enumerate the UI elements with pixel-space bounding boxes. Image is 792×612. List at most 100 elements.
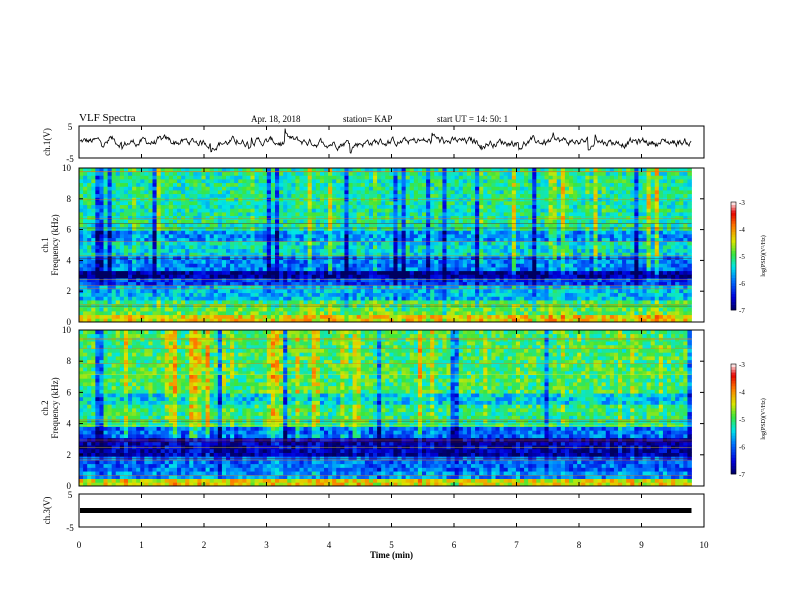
spectrogram-cell [622,219,627,224]
spectrogram-cell [123,223,129,228]
spectrogram-cell [315,212,321,217]
spectrogram-cell [177,248,182,253]
spectrogram-cell [197,300,202,305]
spectrogram-cell [193,248,198,253]
spectrogram-cell [164,278,170,283]
spectrogram-cell [303,226,309,231]
spectrogram-cell [622,237,627,242]
spectrogram-cell [683,270,688,275]
spectrogram-cell [164,292,170,297]
spectrogram-cell [230,263,235,268]
spectrogram-cell [156,318,162,323]
spectrogram-cell [270,201,276,206]
spectrogram-cell [87,292,92,297]
spectrogram-cell [307,289,313,294]
spectrogram-cell [279,259,284,264]
spectrogram-cell [283,204,288,209]
spectrogram-cell [79,307,84,312]
spectrogram-cell [564,241,570,246]
spectrogram-cell [238,241,243,246]
spectrogram-cell [291,318,296,323]
spectrogram-cell [148,307,153,312]
spectrogram-cell [164,303,170,308]
spectrogram-cell [430,311,435,316]
spectrogram-cell [675,307,680,312]
spectrogram-cell [487,201,492,206]
spectrogram-cell [487,226,492,231]
spectrogram-cell [152,289,157,294]
spectrogram-cell [164,296,170,301]
spectrogram-cell [475,230,480,235]
spectrogram-cell [507,219,513,224]
spectrogram-cell [630,270,635,275]
spectrogram-cell [609,259,615,264]
spectrogram-cell [324,296,329,301]
spectrogram-cell [654,237,660,242]
spectrogram-cell [552,204,558,209]
spectrogram-cell [442,201,447,206]
spectrogram-cell [540,208,545,213]
spectrogram-cell [499,307,505,312]
spectrogram-cell [148,263,153,268]
spectrogram-cell [148,256,153,261]
spectrogram-cell [344,281,349,286]
spectrogram-cell [385,263,390,268]
spectrogram-cell [442,270,447,275]
spectrogram-cell [172,259,178,264]
spectrogram-cell [409,204,415,209]
spectrogram-cell [679,212,684,217]
spectrogram-cell [503,314,509,319]
spectrogram-cell [405,285,411,290]
spectrogram-cell [524,201,529,206]
spectrogram-cell [638,300,643,305]
spectrogram-cell [279,204,284,209]
spectrogram-cell [491,223,496,228]
spectrogram-cell [471,208,476,213]
spectrogram-cell [168,223,174,228]
spectrogram-cell [479,285,484,290]
spectrogram-cell [597,259,603,264]
spectrogram-cell [103,274,108,279]
spectrogram-cell [417,296,423,301]
spectrogram-cell [601,223,607,228]
spectrogram-cell [262,300,268,305]
spectrogram-cell [499,226,505,231]
spectrogram-cell [618,274,623,279]
spectrogram-cell [99,204,104,209]
spectrogram-cell [83,248,88,253]
spectrogram-cell [238,212,243,217]
spectrogram-cell [483,307,488,312]
spectrogram-cell [613,318,619,323]
spectrogram-cell [605,245,611,250]
spectrogram-cell [434,215,439,220]
spectrogram-cell [466,314,472,319]
spectrogram-cell [622,208,627,213]
spectrogram-cell [287,248,292,253]
spectrogram-cell [593,281,598,286]
spectrogram-cell [552,256,558,261]
spectrogram-cell [548,285,554,290]
spectrogram-cell [217,256,223,261]
spectrogram-cell [189,311,194,316]
spectrogram-cell [544,311,549,316]
spectrogram-cell [103,208,108,213]
spectrogram-cell [221,270,227,275]
spectrogram-cell [172,292,178,297]
spectrogram-cell [438,226,443,231]
spectrogram-cell [79,223,84,228]
spectrogram-cell [168,274,174,279]
spectrogram-cell [609,245,615,250]
spectrogram-cell [499,215,505,220]
spectrogram-cell [466,311,472,316]
spectrogram-cell [662,219,668,224]
spectrogram-cell [646,204,652,209]
spectrogram-cell [283,259,288,264]
spectrogram-cell [560,314,566,319]
spectrogram-cell [646,292,652,297]
spectrogram-cell [683,241,688,246]
spectrogram-cell [687,292,692,297]
spectrogram-cell [148,215,153,220]
spectrogram-cell [499,201,505,206]
spectrogram-cell [618,230,623,235]
spectrogram-cell [336,263,341,268]
